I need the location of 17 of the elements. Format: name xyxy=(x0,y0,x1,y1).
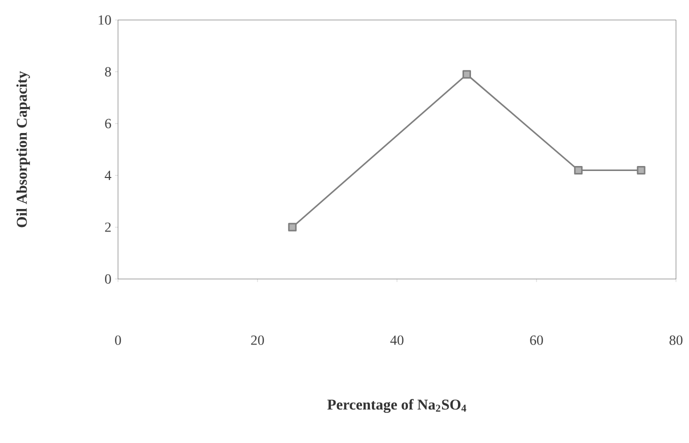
point xyxy=(462,70,472,79)
point xyxy=(636,166,646,174)
x-tick-label: 40 xyxy=(390,336,404,345)
y-tick-label: 0 xyxy=(105,274,111,284)
y-tick-label: 2 xyxy=(105,222,111,232)
y-tick-label: 6 xyxy=(105,118,112,128)
point xyxy=(574,166,583,174)
x-axis-title: Percentage of Na$_{2}$SO$_{4}$ xyxy=(327,398,466,413)
y-tick-label: 8 xyxy=(105,67,111,76)
point xyxy=(288,222,297,232)
x-tick-label: 20 xyxy=(251,336,264,345)
y-tick-label: 4 xyxy=(104,170,112,180)
x-tick-label: 0 xyxy=(115,336,121,345)
y-axis-title: Oil Absorption Capacity xyxy=(16,71,30,228)
x-tick-label: 60 xyxy=(530,336,543,345)
x-tick-label: 80 xyxy=(670,336,682,345)
y-tick-label: 10 xyxy=(98,15,111,25)
